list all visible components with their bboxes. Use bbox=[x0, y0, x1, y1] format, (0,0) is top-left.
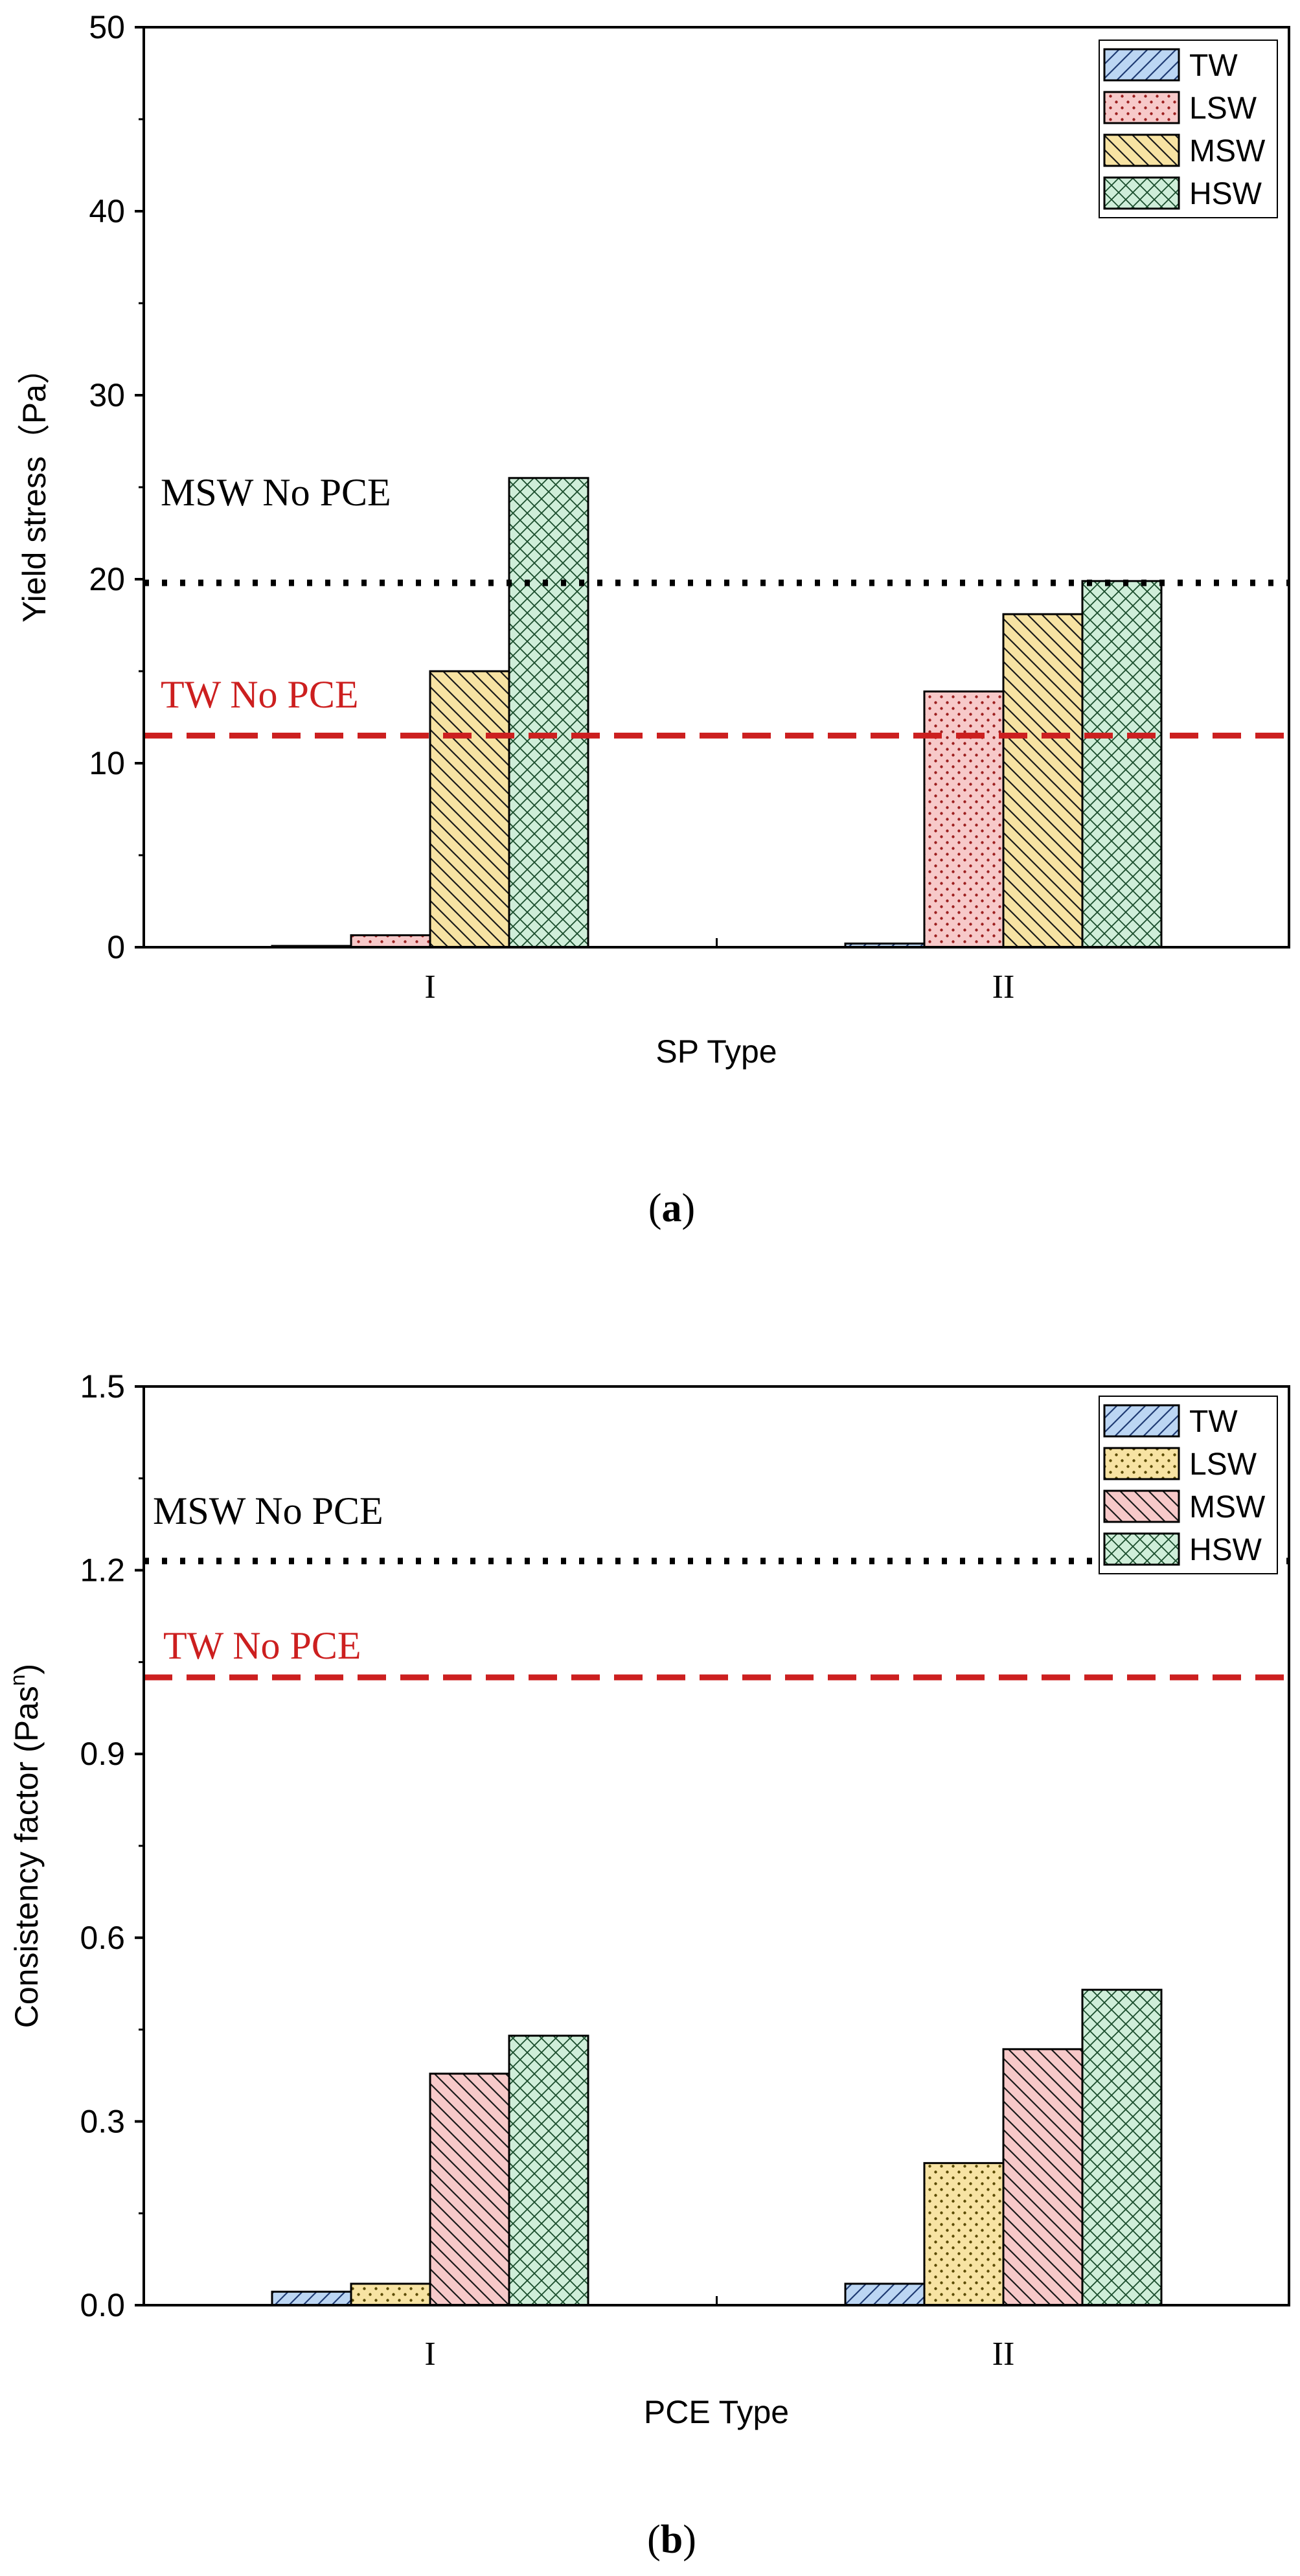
y-axis-ticks-a: 0 10 20 30 40 50 bbox=[89, 9, 1005, 965]
ref-label-tw-no-pce-b: TW No PCE bbox=[163, 1624, 361, 1667]
legend-label-lsw: LSW bbox=[1189, 91, 1257, 126]
bar-tw-II bbox=[844, 2283, 926, 2306]
ref-label-tw-no-pce-a: TW No PCE bbox=[161, 673, 359, 716]
legend-label-msw: MSW bbox=[1189, 134, 1266, 168]
y-tick-label: 0.0 bbox=[80, 2287, 125, 2323]
bars-a bbox=[271, 477, 1163, 949]
bar-msw-II bbox=[1002, 613, 1084, 949]
bar-hsw-I bbox=[508, 2034, 589, 2306]
legend-b: TW LSW MSW HSW bbox=[1099, 1396, 1278, 1574]
legend-swatch-lsw bbox=[1103, 1447, 1180, 1480]
y-tick-label: 1.5 bbox=[80, 1368, 125, 1405]
x-tick-label-a-I: I bbox=[424, 969, 435, 1006]
bar-hsw-I bbox=[508, 477, 589, 949]
legend-swatch-tw bbox=[1103, 1404, 1180, 1438]
y-tick-label: 0 bbox=[107, 929, 125, 965]
y-tick-label: 50 bbox=[89, 9, 125, 45]
legend-swatch-hsw bbox=[1103, 176, 1180, 210]
y-tick-label: 0.3 bbox=[80, 2103, 125, 2139]
bar-hsw-II bbox=[1081, 1988, 1163, 2306]
panel-label-a: (a) bbox=[648, 1186, 695, 1230]
ref-label-msw-no-pce-b: MSW No PCE bbox=[153, 1489, 383, 1532]
bar-msw-II bbox=[1002, 2048, 1084, 2306]
legend-swatch-tw bbox=[1103, 48, 1180, 82]
reference-lines-a bbox=[144, 579, 1289, 739]
x-axis-label-b: PCE Type bbox=[644, 2394, 789, 2430]
y-axis-label-b: Consistency factor (Pasn) bbox=[6, 1664, 45, 2028]
x-axis-label-a: SP Type bbox=[656, 1033, 777, 1070]
legend-label-lsw: LSW bbox=[1189, 1447, 1257, 1482]
bar-tw-I bbox=[271, 2290, 352, 2306]
bars-b bbox=[271, 1988, 1163, 2306]
legend-label-msw: MSW bbox=[1189, 1490, 1266, 1524]
legend-swatch-msw bbox=[1103, 1489, 1180, 1523]
plot-frame-a bbox=[143, 26, 1290, 949]
legend-label-hsw: HSW bbox=[1189, 177, 1262, 211]
legend-swatch-lsw bbox=[1103, 91, 1180, 124]
bar-lsw-II bbox=[923, 690, 1005, 949]
y-tick-label: 30 bbox=[89, 377, 125, 413]
bar-lsw-I bbox=[350, 934, 431, 949]
legend-a: TW LSW MSW HSW bbox=[1099, 40, 1278, 218]
legend-label-hsw: HSW bbox=[1189, 1533, 1262, 1567]
bar-lsw-II bbox=[923, 2162, 1005, 2306]
reference-lines-b bbox=[144, 1558, 1289, 1681]
ref-label-msw-no-pce-a: MSW No PCE bbox=[161, 471, 391, 514]
chart-panel-b: 0.0 0.3 0.6 0.9 1.2 1.5 TW LSW MSW HSW Consisten… bbox=[6, 1368, 1290, 2562]
legend-swatch-hsw bbox=[1103, 1532, 1180, 1566]
legend-label-tw: TW bbox=[1189, 49, 1238, 83]
y-tick-label: 10 bbox=[89, 745, 125, 781]
y-axis-ticks-b: 0.0 0.3 0.6 0.9 1.2 1.5 bbox=[80, 1368, 1005, 2323]
y-tick-label: 20 bbox=[89, 561, 125, 597]
y-axis-label-a: Yield stress（Pa） bbox=[16, 352, 52, 623]
y-tick-label: 1.2 bbox=[80, 1552, 125, 1589]
y-tick-label: 40 bbox=[89, 193, 125, 229]
bar-hsw-II bbox=[1081, 580, 1163, 949]
y-tick-label: 0.9 bbox=[80, 1736, 125, 1772]
chart-panel-a: 0 10 20 30 40 50 TW LSW MSW HSW Yield stress（Pa）… bbox=[16, 9, 1290, 1230]
bar-msw-I bbox=[429, 2073, 510, 2306]
x-tick-label-b-II: II bbox=[992, 2336, 1015, 2373]
panel-label-b: (b) bbox=[647, 2518, 696, 2562]
legend-swatch-msw bbox=[1103, 133, 1180, 167]
x-tick-label-a-II: II bbox=[992, 969, 1015, 1006]
bar-lsw-I bbox=[350, 2283, 431, 2306]
plot-frame-b bbox=[143, 1385, 1290, 2306]
bar-msw-I bbox=[429, 670, 510, 949]
y-tick-label: 0.6 bbox=[80, 1920, 125, 1956]
x-tick-label-b-I: I bbox=[424, 2336, 435, 2373]
legend-label-tw: TW bbox=[1189, 1405, 1238, 1439]
